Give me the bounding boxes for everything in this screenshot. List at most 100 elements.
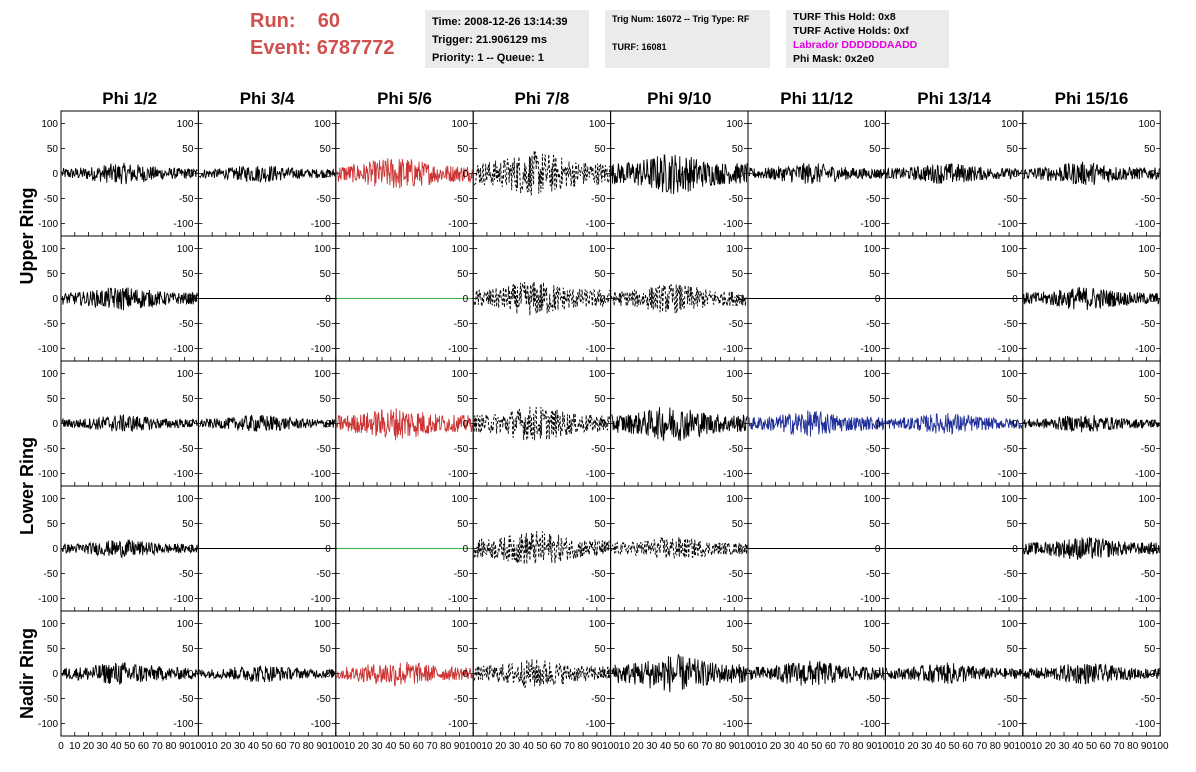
y-tick-label-inner: 50: [732, 269, 744, 280]
y-tick-label-inner: -100: [860, 719, 880, 730]
x-tick-label: 50: [1086, 741, 1098, 752]
waveform-trace: [473, 406, 611, 441]
y-tick-label-inner: -100: [860, 219, 880, 230]
y-tick-label-inner: 100: [314, 369, 331, 380]
y-tick-label: 100: [41, 369, 58, 380]
y-tick-label-inner: -50: [1003, 694, 1018, 705]
y-tick-label-inner: -50: [866, 319, 881, 330]
column-header: Phi 13/14: [917, 89, 991, 108]
time-text: Time: 2008-12-26 13:14:39: [432, 16, 568, 28]
x-tick-label: 100: [1014, 741, 1031, 752]
x-tick-label: 70: [564, 741, 576, 752]
y-tick-label-inner: 0: [463, 544, 469, 555]
y-tick-label-inner: 50: [869, 644, 881, 655]
x-tick-label: 20: [83, 741, 95, 752]
run-value: 60: [317, 10, 341, 32]
y-tick-label-inner: 100: [177, 369, 194, 380]
y-tick-label-inner: 0: [188, 169, 194, 180]
y-tick-label-inner: 100: [1139, 619, 1156, 630]
y-tick-label-inner: 0: [737, 294, 743, 305]
y-tick-label-inner: 50: [457, 394, 469, 405]
y-tick-label: 100: [41, 494, 58, 505]
y-tick-label-inner: -50: [591, 194, 606, 205]
y-tick-label-inner: 50: [594, 394, 606, 405]
waveform-trace: [473, 281, 611, 316]
y-tick-label-inner: 100: [314, 119, 331, 130]
y-tick-label-inner: 100: [177, 619, 194, 630]
x-tick-label: 30: [97, 741, 109, 752]
y-tick-label-inner: -50: [591, 569, 606, 580]
y-tick-label-inner: -50: [454, 319, 469, 330]
y-tick-label-inner: 100: [314, 244, 331, 255]
x-tick-label: 40: [935, 741, 947, 752]
y-tick-label-inner: -50: [729, 319, 744, 330]
y-tick-label-inner: 50: [594, 144, 606, 155]
x-tick-label: 70: [152, 741, 164, 752]
x-tick-label: 90: [591, 741, 603, 752]
x-tick-label: 30: [646, 741, 658, 752]
waveform-trace: [199, 165, 336, 183]
y-tick-label-inner: 0: [1012, 669, 1018, 680]
x-tick-label: 10: [894, 741, 906, 752]
x-tick-label: 90: [316, 741, 328, 752]
x-tick-label: 20: [358, 741, 370, 752]
y-tick-label-inner: -100: [311, 719, 331, 730]
x-tick-label: 20: [907, 741, 919, 752]
y-tick-label-inner: -50: [1141, 444, 1156, 455]
y-tick-label-inner: 0: [1012, 169, 1018, 180]
y-tick-label-inner: -100: [448, 719, 468, 730]
x-tick-label: 80: [852, 741, 864, 752]
x-tick-label: 70: [839, 741, 851, 752]
waveform-trace: [611, 154, 748, 195]
y-tick-label-inner: 50: [457, 644, 469, 655]
x-tick-label: 40: [1072, 741, 1084, 752]
y-tick-label-inner: 50: [732, 644, 744, 655]
waveform-trace: [748, 410, 885, 437]
x-tick-label: 50: [399, 741, 411, 752]
y-tick-label-inner: -50: [179, 569, 194, 580]
y-tick-label-inner: -100: [860, 469, 880, 480]
y-tick-label-inner: 50: [182, 644, 194, 655]
x-tick-label: 100: [740, 741, 757, 752]
trigger-text: Trigger: 21.906129 ms: [432, 34, 547, 46]
y-tick-label-inner: -100: [1135, 219, 1155, 230]
x-tick-label: 30: [784, 741, 796, 752]
y-tick-label-inner: 50: [869, 144, 881, 155]
y-tick-label-inner: 50: [457, 269, 469, 280]
x-tick-label: 70: [701, 741, 713, 752]
row-label: Nadir Ring: [17, 628, 37, 719]
x-tick-label: 90: [179, 741, 191, 752]
y-tick-label-inner: -50: [454, 444, 469, 455]
waveform-trace: [61, 539, 198, 559]
y-tick-label-inner: 0: [875, 669, 881, 680]
y-tick-label-inner: 100: [177, 494, 194, 505]
x-tick-label: 40: [248, 741, 260, 752]
y-tick-label-inner: 50: [1144, 394, 1156, 405]
y-tick-label-inner: -100: [311, 469, 331, 480]
y-tick-label-inner: -100: [586, 594, 606, 605]
x-tick-label: 0: [58, 741, 64, 752]
y-tick-label: 100: [41, 244, 58, 255]
x-tick-label: 30: [371, 741, 383, 752]
x-tick-label: 10: [756, 741, 768, 752]
x-tick-label: 90: [866, 741, 878, 752]
x-tick-label: 30: [921, 741, 933, 752]
waveform-trace: [473, 659, 611, 688]
y-tick-label-inner: 0: [325, 419, 331, 430]
y-tick-label-inner: 100: [1001, 119, 1018, 130]
x-tick-label: 30: [509, 741, 521, 752]
x-tick-label: 50: [674, 741, 686, 752]
y-tick-label: 0: [52, 669, 58, 680]
y-tick-label: -50: [44, 194, 59, 205]
waveform-trace: [61, 287, 198, 311]
waveform-trace: [885, 413, 1023, 435]
y-tick-label-inner: 50: [320, 394, 332, 405]
y-tick-label: -100: [38, 594, 58, 605]
y-tick-label-inner: 50: [1007, 394, 1019, 405]
y-tick-label-inner: -100: [998, 219, 1018, 230]
y-tick-label-inner: -50: [316, 444, 331, 455]
x-tick-label: 60: [550, 741, 562, 752]
x-tick-label: 40: [110, 741, 122, 752]
y-tick-label-inner: -50: [866, 444, 881, 455]
y-tick-label-inner: -50: [591, 694, 606, 705]
